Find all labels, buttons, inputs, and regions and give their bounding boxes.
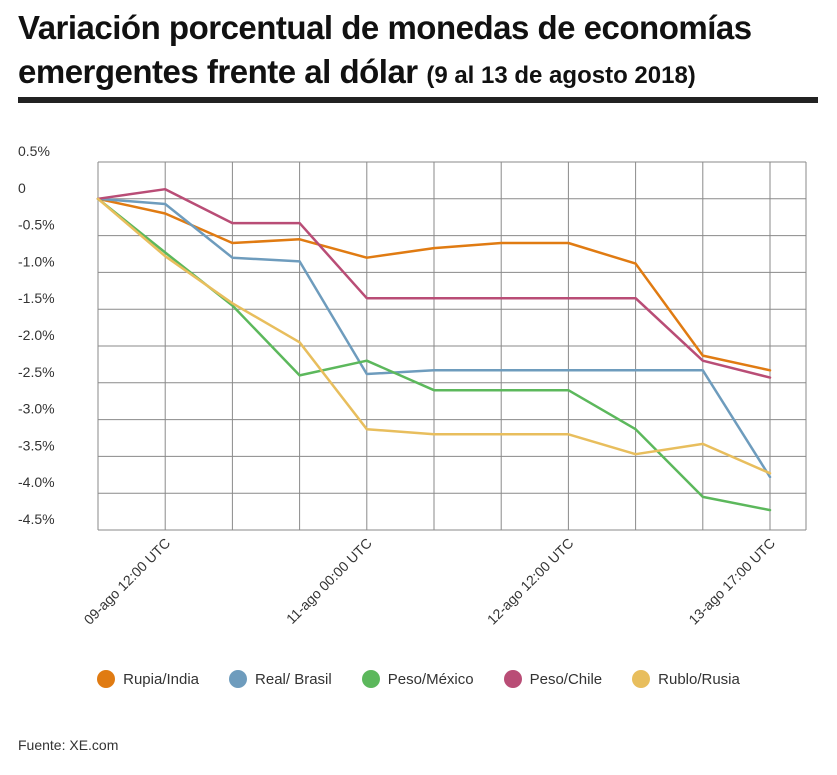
legend-swatch	[97, 670, 116, 688]
legend-label: Peso/México	[387, 670, 474, 688]
y-tick-label: -4.5%	[18, 511, 55, 527]
y-axis-ticks: 0.5% 0 -0.5% -1.0% -1.5% -2.0% -2.5% -3.0% -3.5%…	[18, 143, 55, 527]
title-line-2: emergentes frente al dólar (9 al 13 de a…	[18, 50, 818, 98]
chart-grid	[97, 161, 807, 531]
x-tick-label: 12-ago 12:00 UTC	[484, 535, 577, 628]
legend-label: Rublo/Rusia	[658, 670, 740, 688]
series-line	[96, 197, 772, 372]
y-tick-label: -1.0%	[18, 253, 55, 269]
chart-title: Variación porcentual de monedas de econo…	[18, 6, 818, 98]
title-line-1: Variación porcentual de monedas de econo…	[18, 9, 752, 46]
legend-item[interactable]: Rublo/Rusia	[632, 670, 740, 688]
legend-label: Rupia/India	[123, 670, 200, 688]
y-tick-label: 0.5%	[18, 143, 50, 159]
title-divider	[18, 97, 818, 103]
legend-swatch	[229, 670, 248, 688]
legend-swatch	[361, 670, 380, 688]
y-tick-label: -3.0%	[18, 401, 55, 417]
legend-label: Real/ Brasil	[255, 670, 332, 688]
chart-subtitle: (9 al 13 de agosto 2018)	[426, 62, 696, 89]
legend-item[interactable]: Rupia/India	[97, 670, 199, 688]
x-tick-label: 11-ago 00:00 UTC	[283, 535, 375, 627]
line-chart: 0.5% 0 -0.5% -1.0% -1.5% -2.0% -2.5% -3.0% -3.5%…	[18, 143, 807, 628]
y-tick-label: -2.0%	[18, 327, 55, 343]
legend-swatch	[632, 670, 651, 688]
y-tick-label: -2.5%	[18, 364, 55, 380]
title-line-2-text: emergentes frente al dólar	[18, 53, 418, 90]
legend-swatch	[503, 670, 522, 688]
legend-item[interactable]: Peso/Chile	[503, 670, 603, 688]
x-axis-ticks: 09-ago 12:00 UTC 11-ago 00:00 UTC 12-ago 1…	[81, 535, 779, 628]
y-tick-label: -0.5%	[18, 217, 55, 233]
legend-label: Peso/Chile	[529, 670, 603, 688]
y-tick-label: -1.5%	[18, 290, 55, 306]
series-line	[96, 197, 772, 475]
chart-series	[96, 187, 772, 512]
x-tick-label: 13-ago 17:00 UTC	[685, 535, 778, 628]
y-tick-label: -4.0%	[18, 474, 55, 490]
x-tick-label: 09-ago 12:00 UTC	[81, 535, 174, 628]
legend-item[interactable]: Peso/México	[361, 670, 474, 688]
y-tick-label: -3.5%	[18, 437, 55, 453]
source-note: Fuente: XE.com	[18, 737, 119, 753]
chart-legend: Rupia/India Real/ Brasil Peso/México Peso/C…	[0, 670, 837, 688]
y-tick-label: 0	[18, 180, 26, 196]
series-line	[96, 197, 772, 479]
legend-item[interactable]: Real/ Brasil	[229, 670, 332, 688]
series-line	[96, 187, 772, 379]
